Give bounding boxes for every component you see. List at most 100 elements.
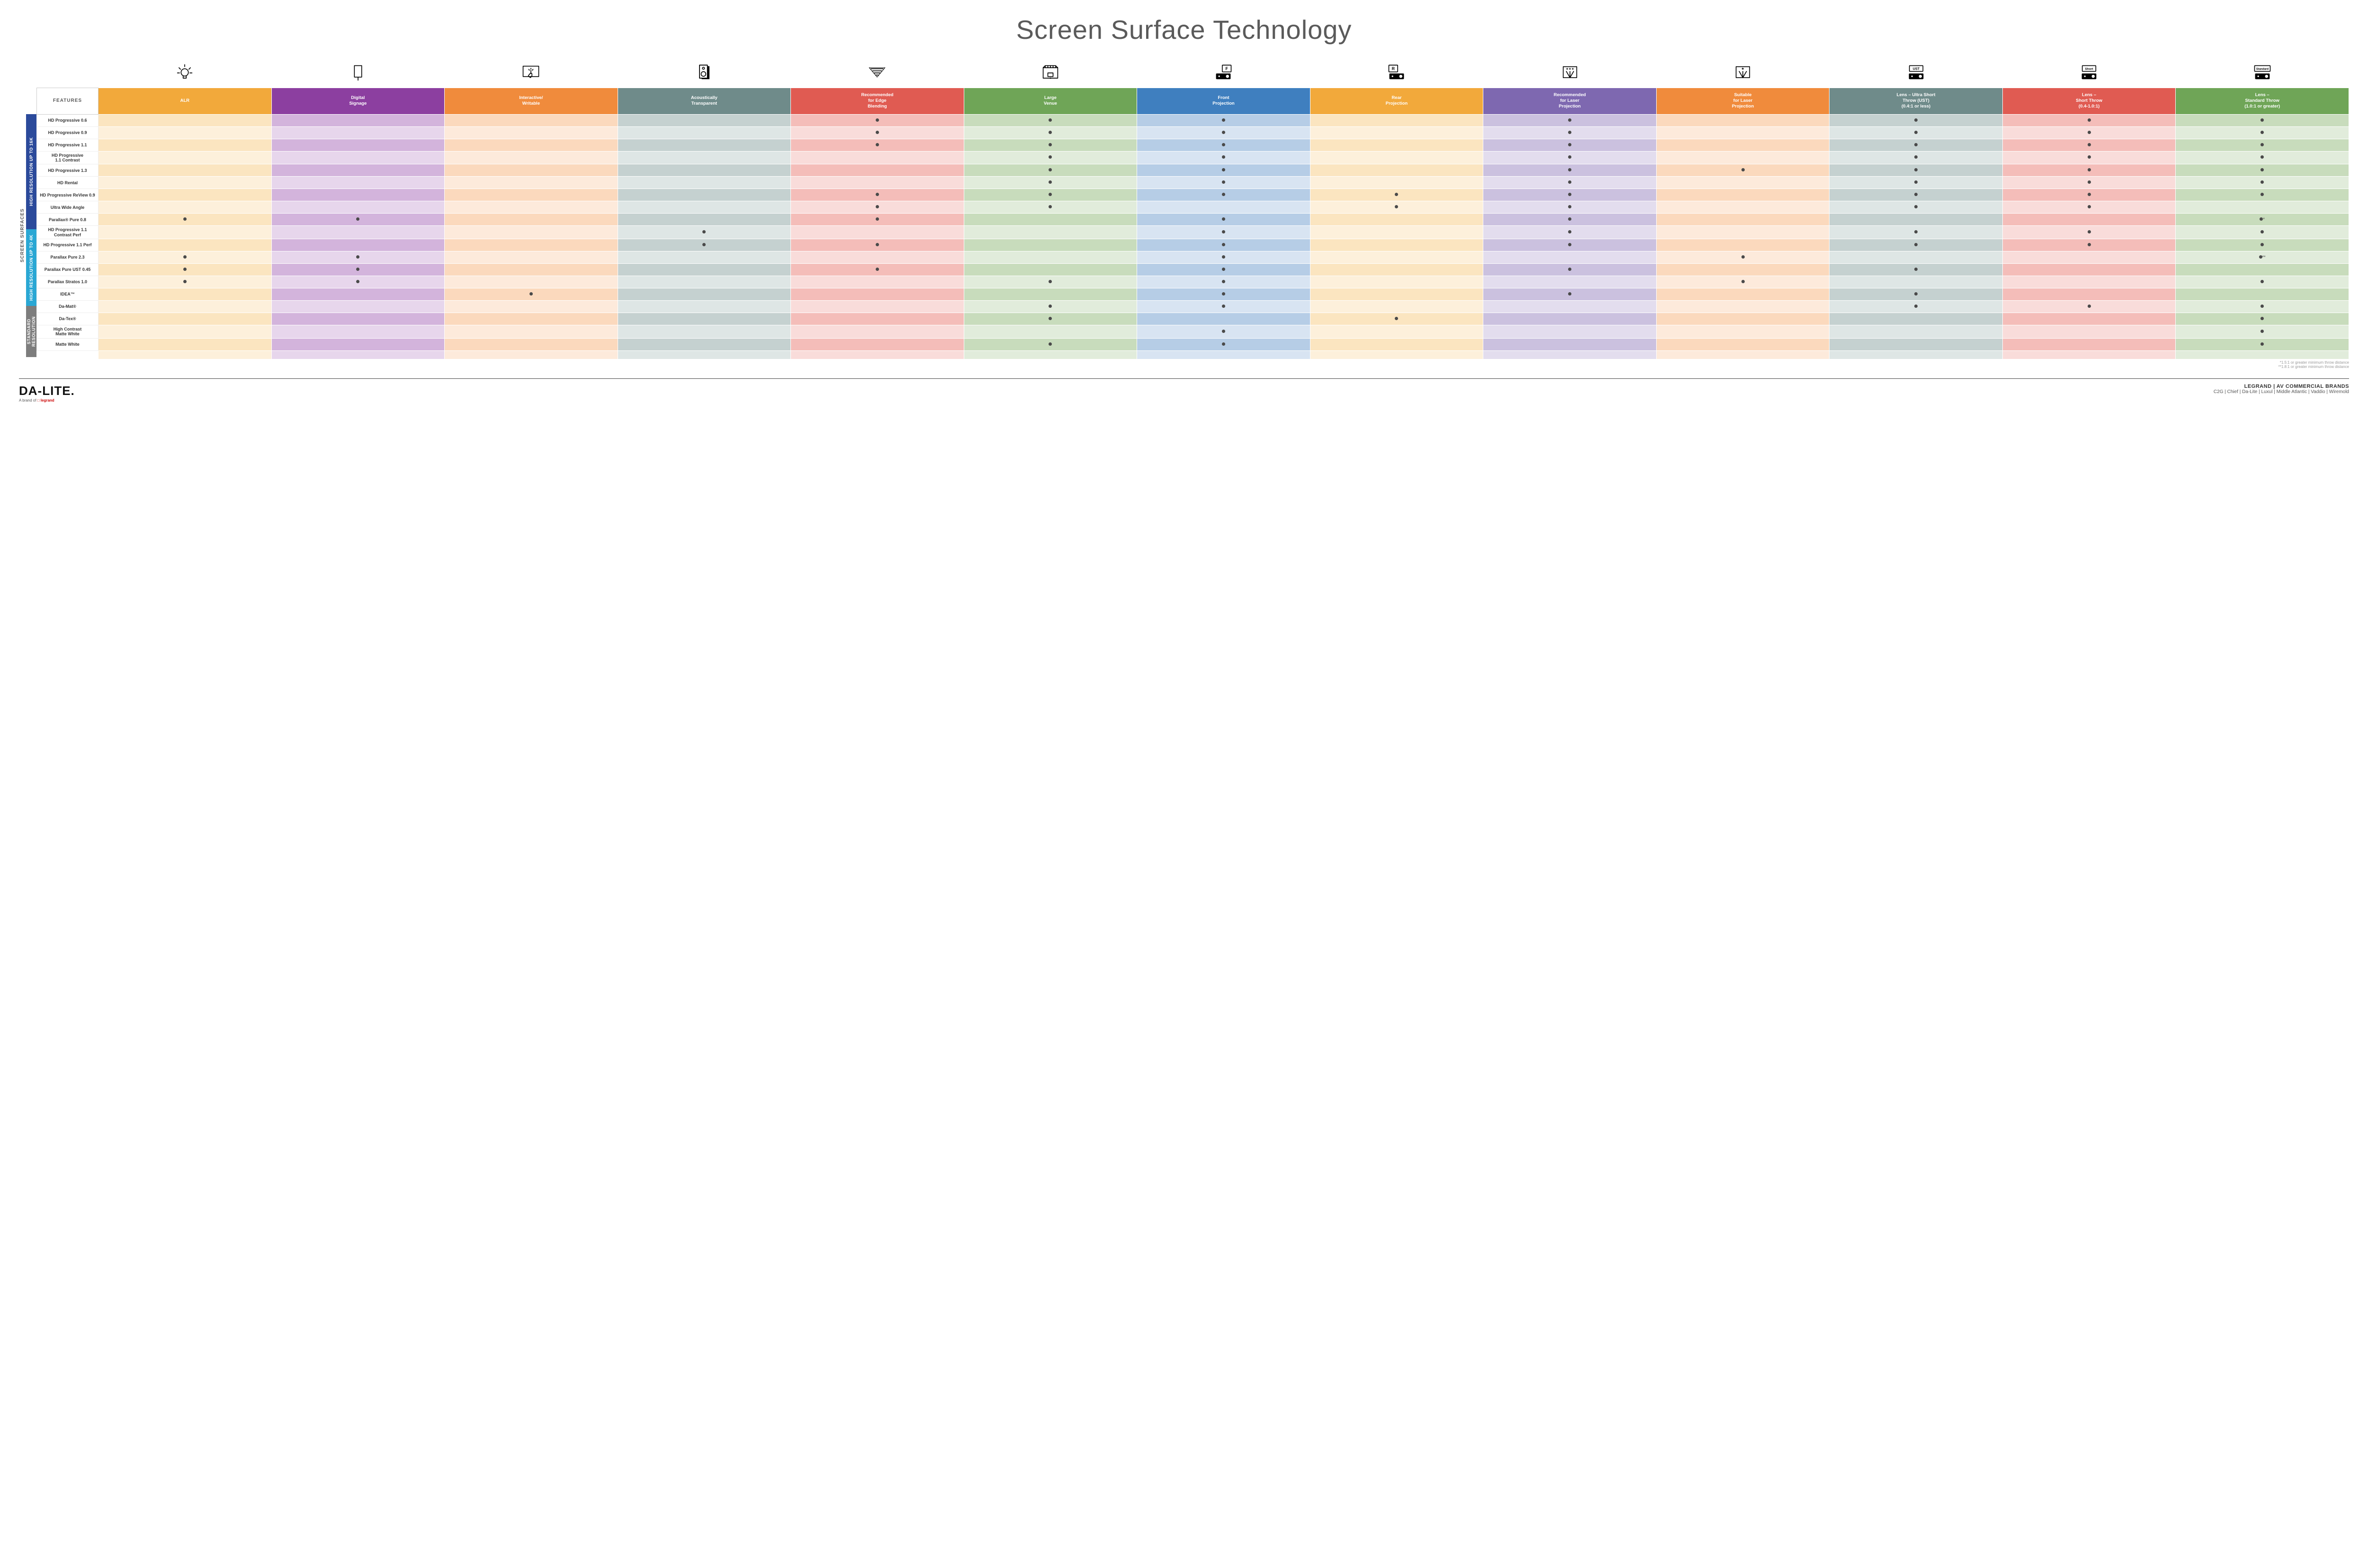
footnote: **1.8:1 or greater minimum throw distanc… <box>36 365 2349 369</box>
logo-text: DA-LITE. <box>19 384 75 398</box>
cell-std <box>2176 276 2349 288</box>
cell-short <box>2002 251 2176 263</box>
table-row: HD Progressive 0.6 <box>37 114 2349 126</box>
dot-icon <box>2260 131 2264 134</box>
cell-rear <box>1310 226 1483 239</box>
cell-rear <box>1310 189 1483 201</box>
svg-text:Standard: Standard <box>2256 68 2269 71</box>
cell-short <box>2002 226 2176 239</box>
dot-icon <box>2260 280 2264 283</box>
dot-icon <box>1222 243 1225 246</box>
dot-icon <box>1222 155 1225 159</box>
dot-icon <box>1914 168 1918 171</box>
cell-alr <box>99 177 272 189</box>
dot-icon <box>1222 168 1225 171</box>
row-name: Ultra Wide Angle <box>37 201 99 214</box>
cell-signage <box>271 114 445 126</box>
cell-large <box>964 325 1137 338</box>
cell-edge <box>791 114 964 126</box>
cell-reclaser <box>1483 226 1657 239</box>
table-row: Parallax Stratos 1.0 <box>37 276 2349 288</box>
dot-icon <box>876 205 879 208</box>
cell-interactive <box>445 126 618 139</box>
cell-front <box>1137 313 1310 325</box>
cell-signage <box>271 313 445 325</box>
table-row: HD Progressive 1.1 <box>37 139 2349 151</box>
cell-edge <box>791 151 964 164</box>
table-row: HD Progressive 1.3 <box>37 164 2349 177</box>
cell-large <box>964 263 1137 276</box>
std-icon: Standard <box>2176 59 2349 88</box>
table-row: HD Progressive 1.1 Perf <box>37 239 2349 251</box>
spacer-cell <box>1483 350 1657 359</box>
cell-std <box>2176 189 2349 201</box>
cell-large <box>964 226 1137 239</box>
dot-icon <box>529 292 533 296</box>
dot-icon <box>1741 168 1745 171</box>
cell-front <box>1137 201 1310 214</box>
dot-icon <box>356 280 359 283</box>
dot-icon <box>2088 230 2091 233</box>
spacer-cell <box>1310 350 1483 359</box>
cell-reclaser <box>1483 263 1657 276</box>
cell-acoustic <box>618 151 791 164</box>
col-large-header: LargeVenue <box>964 88 1137 114</box>
cell-interactive <box>445 139 618 151</box>
table-row: HD Progressive 0.9 <box>37 126 2349 139</box>
dot-icon <box>1222 131 1225 134</box>
dot-icon <box>2260 155 2264 159</box>
cell-rear <box>1310 177 1483 189</box>
cell-reclaser <box>1483 201 1657 214</box>
table-row: Ultra Wide Angle <box>37 201 2349 214</box>
cell-std <box>2176 151 2349 164</box>
dot-icon <box>2088 143 2091 146</box>
dot-icon <box>876 131 879 134</box>
cell-interactive <box>445 189 618 201</box>
alr-icon <box>99 59 272 88</box>
cell-reclaser <box>1483 251 1657 263</box>
cell-edge <box>791 226 964 239</box>
cell-rear <box>1310 263 1483 276</box>
dot-icon <box>1914 155 1918 159</box>
suitlaser-icon: ★ <box>1656 59 1830 88</box>
cell-ust <box>1830 276 2003 288</box>
cell-short <box>2002 325 2176 338</box>
cell-reclaser <box>1483 313 1657 325</box>
spacer-cell <box>2002 350 2176 359</box>
row-name: HD Progressive 0.6 <box>37 114 99 126</box>
cell-acoustic <box>618 313 791 325</box>
svg-text:Short: Short <box>2085 67 2094 71</box>
dot-icon <box>183 280 187 283</box>
dot-icon <box>1222 292 1225 296</box>
acoustic-icon <box>618 59 791 88</box>
cell-interactive <box>445 177 618 189</box>
cell-acoustic <box>618 201 791 214</box>
cell-short <box>2002 177 2176 189</box>
dot-icon <box>2088 131 2091 134</box>
cell-alr <box>99 300 272 313</box>
cell-reclaser <box>1483 151 1657 164</box>
cell-short <box>2002 201 2176 214</box>
spacer-cell <box>791 350 964 359</box>
table-row: Parallax® Pure 0.8* <box>37 214 2349 226</box>
cell-edge <box>791 189 964 201</box>
cell-rear <box>1310 300 1483 313</box>
cell-front <box>1137 139 1310 151</box>
cell-std <box>2176 288 2349 300</box>
dot-icon <box>1568 168 1571 171</box>
cell-large <box>964 288 1137 300</box>
cell-rear <box>1310 126 1483 139</box>
cell-large <box>964 177 1137 189</box>
row-name: HD Progressive1.1 Contrast <box>37 151 99 164</box>
cell-front <box>1137 214 1310 226</box>
dot-icon <box>1914 305 1918 308</box>
cell-ust <box>1830 214 2003 226</box>
dot-icon <box>2088 168 2091 171</box>
cell-short <box>2002 300 2176 313</box>
cell-alr <box>99 288 272 300</box>
col-ust-header: Lens – Ultra ShortThrow (UST)(0.4:1 or l… <box>1830 88 2003 114</box>
cell-signage <box>271 164 445 177</box>
cell-reclaser <box>1483 276 1657 288</box>
cell-front <box>1137 164 1310 177</box>
cell-alr <box>99 313 272 325</box>
